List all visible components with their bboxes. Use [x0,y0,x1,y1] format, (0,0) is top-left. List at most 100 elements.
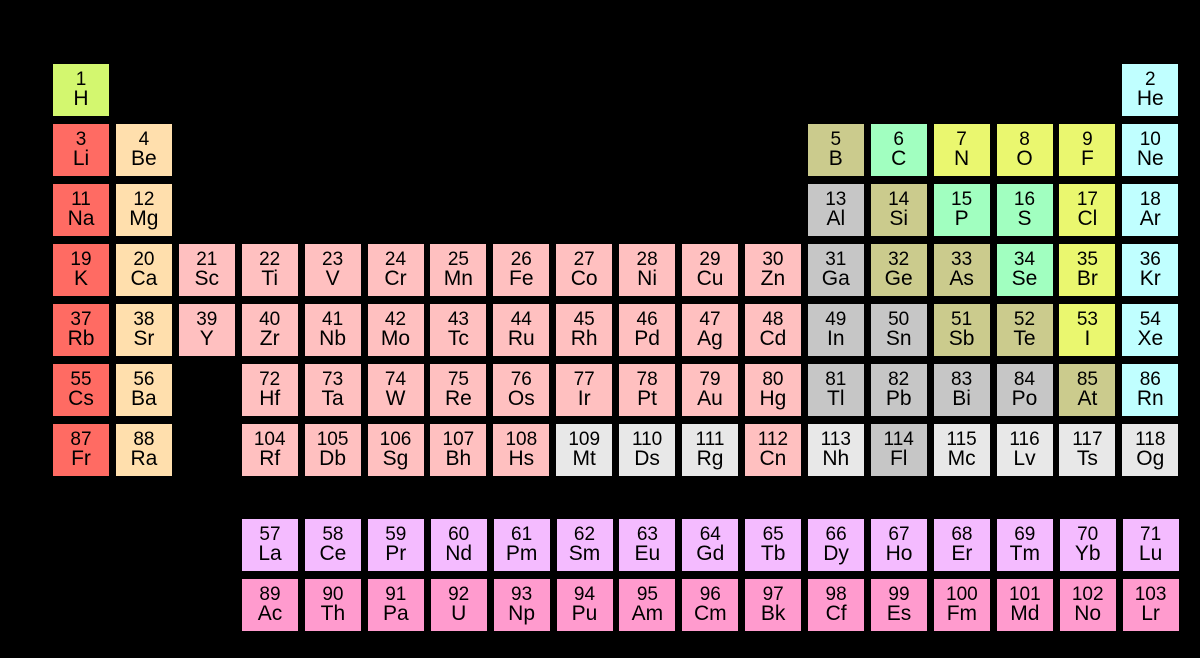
element-cell-ga: 31Ga [806,242,866,298]
atomic-number: 35 [1077,250,1098,270]
element-symbol: Mo [381,328,410,350]
atomic-number: 2 [1145,70,1156,90]
element-symbol: Hf [259,388,280,410]
atomic-number: 58 [322,525,343,545]
element-cell-ta: 73Ta [303,362,363,418]
element-symbol: Kr [1140,268,1161,290]
element-symbol: C [891,148,906,170]
element-cell-se: 34Se [995,242,1055,298]
element-symbol: Ni [637,268,657,290]
element-cell-in: 49In [806,302,866,358]
atomic-number: 36 [1140,250,1161,270]
element-symbol: Li [73,148,89,170]
atomic-number: 107 [443,430,475,450]
atomic-number: 66 [826,525,847,545]
element-cell-pr: 59Pr [366,517,426,573]
element-cell-gd: 64Gd [680,517,740,573]
element-cell-as: 33As [932,242,992,298]
element-cell-ir: 77Ir [554,362,614,418]
element-symbol: Rb [68,328,95,350]
element-cell-lr: 103Lr [1121,577,1181,633]
element-cell-w: 74W [366,362,426,418]
element-symbol: Ds [634,448,660,470]
element-cell-db: 105Db [303,422,363,478]
atomic-number: 7 [956,130,967,150]
atomic-number: 95 [637,585,658,605]
atomic-number: 28 [637,250,658,270]
element-symbol: Ta [322,388,344,410]
element-cell-ts: 117Ts [1057,422,1117,478]
atomic-number: 31 [825,250,846,270]
element-symbol: Cr [384,268,406,290]
element-cell-he: 2He [1120,62,1180,118]
atomic-number: 64 [700,525,721,545]
element-symbol: Pt [637,388,657,410]
element-symbol: Tc [448,328,469,350]
atomic-number: 19 [70,250,91,270]
atomic-number: 116 [1009,430,1039,450]
element-cell-ar: 18Ar [1120,182,1180,238]
element-cell-ru: 44Ru [491,302,551,358]
element-symbol: As [949,268,974,290]
element-symbol: Rf [259,448,280,470]
element-cell-sc: 21Sc [177,242,237,298]
atomic-number: 102 [1072,585,1104,605]
element-cell-tc: 43Tc [428,302,488,358]
atomic-number: 103 [1135,585,1167,605]
atomic-number: 65 [763,525,784,545]
atomic-number: 101 [1009,585,1041,605]
element-symbol: Zn [761,268,786,290]
element-symbol: Hs [508,448,534,470]
element-symbol: Al [826,208,845,230]
element-cell-b: 5B [806,122,866,178]
element-cell-no: 102No [1058,577,1118,633]
atomic-number: 70 [1077,525,1098,545]
atomic-number: 104 [254,430,286,450]
element-symbol: Fr [71,448,91,470]
element-symbol: Sc [195,268,220,290]
atomic-number: 99 [888,585,909,605]
atomic-number: 20 [133,250,154,270]
element-symbol: Xe [1137,328,1163,350]
atomic-number: 100 [946,585,978,605]
element-symbol: Eu [635,543,661,565]
atomic-number: 105 [317,430,349,450]
atomic-number: 78 [637,370,658,390]
atomic-number: 57 [259,525,280,545]
element-cell-ds: 110Ds [617,422,677,478]
element-cell-cu: 29Cu [680,242,740,298]
element-symbol: Cl [1077,208,1097,230]
element-symbol: Pm [506,543,538,565]
element-symbol: Fl [890,448,908,470]
element-cell-yb: 70Yb [1058,517,1118,573]
element-cell-mo: 42Mo [366,302,426,358]
element-cell-cf: 98Cf [806,577,866,633]
element-cell-cm: 96Cm [680,577,740,633]
periodic-table: 1H2He3Li4Be5B6C7N8O9F10Ne11Na12Mg13Al14S… [0,0,1200,658]
atomic-number: 63 [637,525,658,545]
element-cell-rn: 86Rn [1120,362,1180,418]
element-cell-rb: 37Rb [51,302,111,358]
element-symbol: Ti [261,268,278,290]
element-cell-mt: 109Mt [554,422,614,478]
element-symbol: Pb [886,388,912,410]
element-symbol: Mt [573,448,596,470]
element-symbol: Lu [1139,543,1162,565]
element-symbol: He [1137,88,1164,110]
atomic-number: 46 [637,310,658,330]
element-cell-bk: 97Bk [743,577,803,633]
atomic-number: 56 [133,370,154,390]
element-cell-cr: 24Cr [366,242,426,298]
element-symbol: Fe [509,268,534,290]
atomic-number: 92 [448,585,469,605]
atomic-number: 96 [700,585,721,605]
atomic-number: 61 [511,525,532,545]
element-symbol: Am [632,603,664,625]
element-symbol: Mg [129,208,158,230]
atomic-number: 115 [946,430,976,450]
element-cell-ce: 58Ce [303,517,363,573]
element-cell-u: 92U [429,577,489,633]
element-cell-o: 8O [995,122,1055,178]
atomic-number: 9 [1082,130,1093,150]
element-cell-nd: 60Nd [429,517,489,573]
